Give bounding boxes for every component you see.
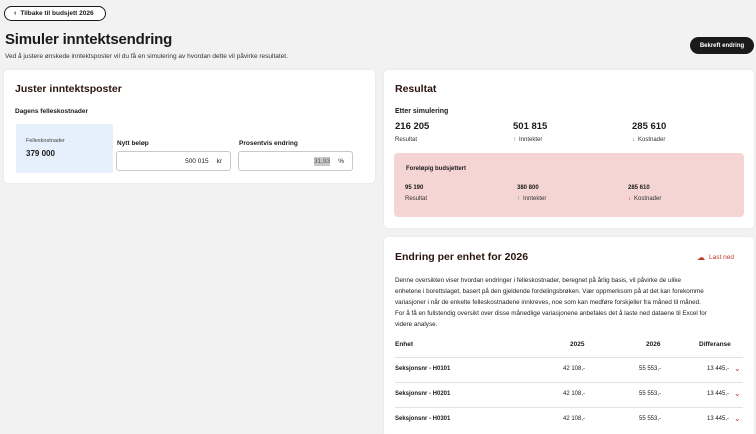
row-unit: Seksjonsnr - H0301 [395, 416, 451, 422]
description-line: variasjoner i når de enkelte felleskostn… [395, 299, 701, 307]
unit-change-card: Endring per enhet for 2026 ☁ Last ned De… [384, 237, 754, 434]
current-costs-box: Felleskostnader 379 000 [16, 124, 113, 173]
prelim-cost-label: Kostnader [634, 196, 662, 202]
chevron-down-icon[interactable]: ⌄ [734, 364, 741, 373]
new-amount-field[interactable]: 500 015 kr [116, 151, 231, 171]
row-2026: 55 553,- [639, 416, 662, 422]
description-line: For å få en fullstendig oversikt over di… [395, 310, 707, 318]
row-unit: Seksjonsnr - H0201 [395, 391, 451, 397]
income-value: 501 815 [513, 121, 548, 132]
current-costs-item-label: Felleskostnader [26, 138, 65, 144]
unit-change-description: Denne oversikten viser hvordan endringer… [395, 275, 743, 330]
download-button[interactable]: ☁ Last ned [697, 253, 734, 262]
row-unit: Seksjonsnr - H0101 [395, 366, 451, 372]
row-2026: 55 553,- [639, 391, 662, 397]
column-header-2025: 2025 [570, 341, 585, 348]
column-header-unit: Enhet [395, 341, 414, 348]
current-costs-value: 379 000 [26, 149, 55, 158]
arrow-down-icon: ↓ [628, 196, 631, 202]
cost-label-row: ↓ Kostnader [632, 137, 665, 143]
result-title: Resultat [395, 83, 437, 95]
page-title: Simuler inntektsendring [5, 31, 173, 48]
prelim-income-label: Inntekter [523, 196, 547, 202]
income-label-row: ↑ Inntekter [513, 137, 542, 143]
percent-change-value: 31,93 [313, 156, 331, 166]
prelim-cost-label-row: ↓ Kostnader [628, 196, 661, 202]
row-2025: 42 108,- [563, 416, 586, 422]
row-divider [395, 382, 743, 383]
cloud-download-icon: ☁ [697, 253, 705, 262]
confirm-change-button[interactable]: Bekreft endring [690, 37, 754, 54]
unit-change-title: Endring per enhet for 2026 [395, 251, 529, 263]
preliminary-budget-title: Foreløpig budsjettert [406, 166, 466, 172]
back-button[interactable]: ‹ Tilbake til budsjett 2026 [4, 6, 106, 21]
arrow-up-icon: ↑ [517, 196, 520, 202]
arrow-up-icon: ↑ [513, 137, 516, 143]
column-header-2026: 2026 [646, 341, 661, 348]
adjust-income-card: Juster inntektsposter Dagens felleskostn… [4, 70, 375, 183]
description-line: videre analyse. [395, 321, 438, 329]
prelim-result-label-row: Resultat [405, 196, 427, 202]
after-simulation-label: Etter simulering [395, 108, 449, 115]
row-divider [395, 357, 743, 358]
percent-change-field[interactable]: 31,93 % [238, 151, 353, 171]
arrow-down-icon: ↓ [632, 137, 635, 143]
adjust-income-title: Juster inntektsposter [15, 83, 122, 95]
download-label: Last ned [709, 254, 734, 261]
description-line: enhetene i borettslaget, basert på den g… [395, 288, 704, 296]
new-amount-label: Nytt beløp [117, 140, 149, 147]
income-label: Inntekter [519, 137, 543, 143]
percent-change-label: Prosentvis endring [239, 140, 298, 147]
cost-label: Kostnader [638, 137, 666, 143]
description-line: Denne oversikten viser hvordan endringer… [395, 277, 681, 284]
result-value: 216 205 [395, 121, 430, 132]
arrow-left-icon: ‹ [14, 10, 17, 17]
prelim-result-label: Resultat [405, 196, 428, 202]
chevron-down-icon[interactable]: ⌄ [734, 389, 741, 398]
row-difference: 13 445,- [707, 391, 730, 397]
result-label-row: Resultat [395, 137, 417, 143]
new-amount-value: 500 015 [185, 157, 209, 165]
row-2025: 42 108,- [563, 391, 586, 397]
cost-value: 285 610 [632, 121, 667, 132]
new-amount-unit: kr [216, 157, 222, 165]
column-header-difference: Differanse [699, 341, 731, 348]
current-costs-label: Dagens felleskostnader [15, 108, 88, 115]
preliminary-budget-box: Foreløpig budsjettert 95 190 Resultat 38… [394, 153, 744, 217]
prelim-income-value: 380 800 [517, 185, 539, 191]
prelim-income-label-row: ↑ Inntekter [517, 196, 546, 202]
page-subtitle: Ved å justere ønskede inntektsposter vil… [5, 53, 288, 60]
row-divider [395, 407, 743, 408]
row-difference: 13 445,- [707, 366, 730, 372]
result-card: Resultat Etter simulering 216 205 Result… [384, 70, 754, 228]
prelim-result-value: 95 190 [405, 185, 424, 191]
chevron-down-icon[interactable]: ⌄ [734, 414, 741, 423]
row-difference: 13 445,- [707, 416, 730, 422]
prelim-cost-value: 285 610 [628, 185, 650, 191]
row-2026: 55 553,- [639, 366, 662, 372]
row-2025: 42 108,- [563, 366, 586, 372]
back-button-label: Tilbake til budsjett 2026 [20, 10, 94, 17]
result-label: Resultat [395, 137, 418, 143]
percent-change-unit: % [338, 157, 344, 165]
